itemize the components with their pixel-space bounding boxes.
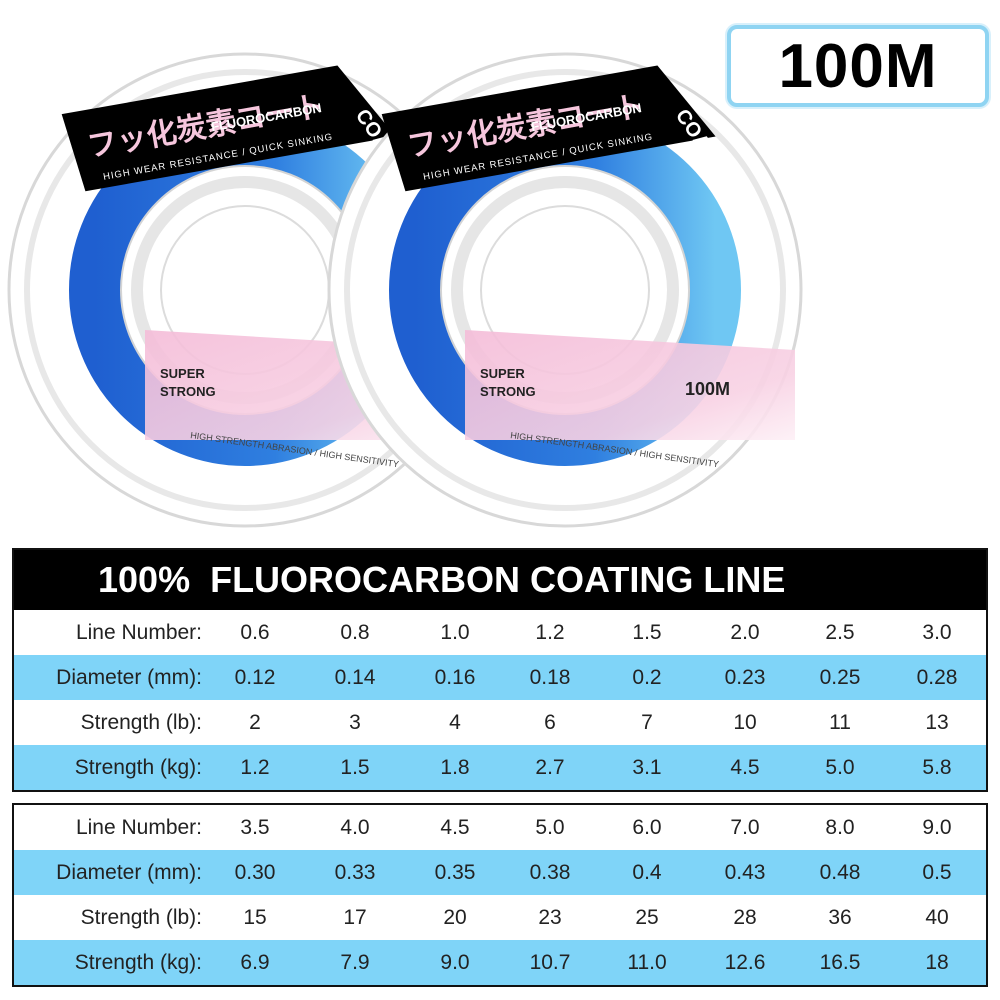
table-cell: 18: [925, 950, 949, 974]
table-cell: 0.14: [334, 665, 376, 689]
super-text: SUPER: [160, 366, 205, 381]
table-cell: 1.8: [440, 755, 470, 779]
table-cell: 23: [538, 905, 562, 929]
table-cell: 3.5: [240, 815, 270, 839]
table-cell: 10.7: [529, 950, 571, 974]
table-cell: 0.25: [819, 665, 861, 689]
table-cell: 0.23: [724, 665, 766, 689]
super-text: SUPER: [480, 366, 525, 381]
row-label: Line Number:: [75, 815, 202, 839]
table-cell: 6: [544, 710, 556, 734]
spools: フッ化炭素コート FLUOROCARBON HIGH WEAR RESISTAN…: [7, 52, 803, 528]
table-cell: 2.0: [730, 620, 760, 644]
table-cell: 3.0: [922, 620, 952, 644]
black-band: [381, 65, 716, 192]
row-label: Strength (kg):: [74, 950, 202, 974]
row-label: Diameter (mm):: [56, 860, 202, 884]
pink-band: [465, 330, 795, 440]
table-cell: 3: [349, 710, 361, 734]
strong-text: STRONG: [480, 384, 536, 399]
table-cell: 0.43: [724, 860, 766, 884]
table-cell: 3.1: [632, 755, 662, 779]
table-cell: 28: [733, 905, 757, 929]
table-cell: 2: [249, 710, 261, 734]
spec-table: 100% FLUOROCARBON COATING LINE Line Numbe…: [12, 548, 988, 792]
table-cell: 2.5: [825, 620, 855, 644]
table-cell: 7.9: [340, 950, 370, 974]
table-row: Strength (lb): 2 3 4 6 7 10 11 13: [14, 700, 986, 745]
table-cell: 6.0: [632, 815, 662, 839]
table-cell: 36: [828, 905, 852, 929]
table-cell: 5.0: [535, 815, 565, 839]
table-cell: 0.18: [529, 665, 571, 689]
table-cell: 1.5: [632, 620, 662, 644]
table-cell: 11.0: [627, 950, 667, 974]
row-label: Diameter (mm):: [56, 665, 202, 689]
table-cell: 13: [925, 710, 949, 734]
table-cell: 4.5: [730, 755, 760, 779]
row-label: Strength (lb):: [80, 905, 202, 929]
table-row: Strength (lb): 15 17 20 23 25 28 36 40: [14, 895, 986, 940]
table-cell: 12.6: [724, 950, 766, 974]
table-cell: 0.38: [529, 860, 571, 884]
table-row: Line Number: 0.6 0.8 1.0 1.2 1.5 2.0 2.5 3.0: [14, 610, 986, 655]
table-cell: 1.5: [340, 755, 370, 779]
table-cell: 1.2: [535, 620, 565, 644]
table-cell: 8.0: [825, 815, 855, 839]
table-cell: 0.28: [916, 665, 958, 689]
table-cell: 0.35: [434, 860, 476, 884]
table-cell: 0.16: [434, 665, 476, 689]
table-cell: 6.9: [240, 950, 270, 974]
table-cell: 0.30: [234, 860, 276, 884]
table-cell: 17: [343, 905, 367, 929]
table-cell: 0.4: [632, 860, 662, 884]
table-cell: 4: [449, 710, 461, 734]
spec-table: Line Number: 3.5 4.0 4.5 5.0 6.0 7.0 8.0 9.0 Diam…: [12, 803, 988, 987]
length-badge: 100M: [727, 25, 989, 107]
table-cell: 15: [243, 905, 267, 929]
table-cell: 11: [829, 710, 851, 734]
row-label: Line Number:: [75, 620, 202, 644]
table-row: Line Number: 3.5 4.0 4.5 5.0 6.0 7.0 8.0 9.0: [14, 805, 986, 850]
spool: フッ化炭素コート FLUOROCARBON HIGH WEAR RESISTAN…: [327, 52, 803, 528]
table-cell: 25: [635, 905, 659, 929]
table-cell: 0.8: [340, 620, 370, 644]
table-cell: 16.5: [819, 950, 861, 974]
table-cell: 7.0: [730, 815, 760, 839]
table-cell: 1.2: [240, 755, 270, 779]
row-label: Strength (lb):: [80, 710, 202, 734]
table-cell: 5.0: [825, 755, 855, 779]
table-cell: 9.0: [922, 815, 952, 839]
table-cell: 9.0: [440, 950, 470, 974]
table-cell: 0.48: [819, 860, 861, 884]
table-cell: 1.0: [440, 620, 470, 644]
table-cell: 4.0: [340, 815, 370, 839]
table-cell: 4.5: [440, 815, 470, 839]
table-cell: 40: [925, 905, 949, 929]
length-text: 100M: [685, 379, 730, 399]
table-cell: 2.7: [535, 755, 565, 779]
row-label: Strength (kg):: [74, 755, 202, 779]
table-cell: 0.12: [234, 665, 276, 689]
table-row: Diameter (mm): 0.30 0.33 0.35 0.38 0.4 0.43 0.4…: [14, 850, 986, 895]
spool-rim: [344, 69, 786, 511]
table-row: Strength (kg): 1.2 1.5 1.8 2.7 3.1 4.5 5.0 5.8: [14, 745, 986, 790]
table-cell: 0.6: [240, 620, 270, 644]
table-cell: 0.5: [922, 860, 952, 884]
table-title: 100% FLUOROCARBON COATING LINE: [14, 550, 986, 610]
table-cell: 5.8: [922, 755, 952, 779]
table-cell: 7: [641, 710, 653, 734]
black-band: [61, 65, 396, 192]
table-cell: 20: [443, 905, 467, 929]
table-cell: 0.33: [334, 860, 376, 884]
strong-text: STRONG: [160, 384, 216, 399]
table-row: Strength (kg): 6.9 7.9 9.0 10.7 11.0 12.6 16.5 1…: [14, 940, 986, 985]
table-cell: 10: [733, 710, 757, 734]
table-row: Diameter (mm): 0.12 0.14 0.16 0.18 0.2 0.23 0.2…: [14, 655, 986, 700]
table-cell: 0.2: [632, 665, 662, 689]
